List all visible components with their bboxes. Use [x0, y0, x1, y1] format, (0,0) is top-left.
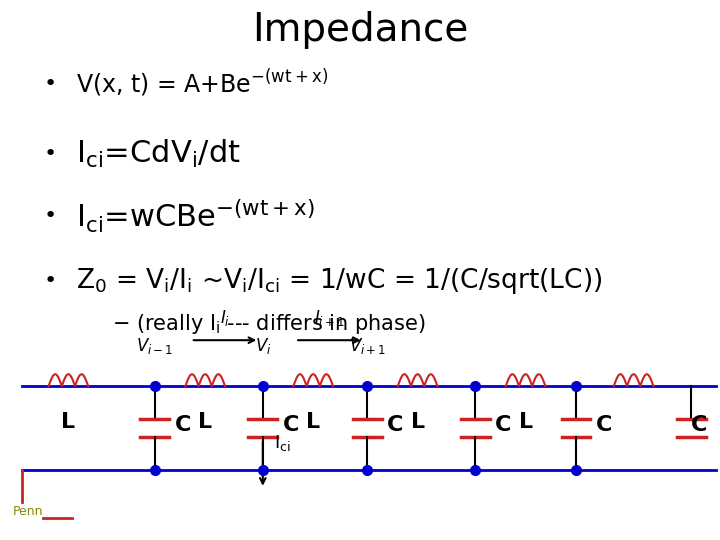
Text: $V_{i+1}$: $V_{i+1}$	[348, 336, 386, 356]
Text: Penn: Penn	[13, 505, 43, 518]
Text: •: •	[43, 73, 56, 94]
Text: $V_{i-1}$: $V_{i-1}$	[136, 336, 174, 356]
Text: C: C	[596, 415, 613, 435]
Text: •: •	[43, 144, 56, 164]
Text: L: L	[518, 412, 533, 432]
Text: C: C	[691, 415, 708, 435]
Text: I$_{\mathregular{ci}}$=wCBe$^{\mathregular{-(wt+x)}}$: I$_{\mathregular{ci}}$=wCBe$^{\mathregul…	[76, 198, 315, 234]
Text: $V_i$: $V_i$	[255, 336, 271, 356]
Text: I$_{\mathregular{ci}}$: I$_{\mathregular{ci}}$	[274, 433, 290, 454]
Text: L: L	[410, 412, 425, 432]
Text: C: C	[495, 415, 512, 435]
Text: $I_i$: $I_i$	[220, 308, 230, 328]
Text: I$_{\mathregular{ci}}$=CdV$_{\mathregular{i}}$/dt: I$_{\mathregular{ci}}$=CdV$_{\mathregula…	[76, 138, 240, 170]
Text: V(x, t) = A+Be$^{\mathregular{-(wt+x)}}$: V(x, t) = A+Be$^{\mathregular{-(wt+x)}}$	[76, 68, 328, 99]
Text: C: C	[387, 415, 404, 435]
Text: L: L	[61, 412, 76, 432]
Text: C: C	[175, 415, 192, 435]
Text: •: •	[43, 271, 56, 291]
Text: Impedance: Impedance	[252, 11, 468, 49]
Text: $-$ (really I$_{\mathregular{i}}$ --- differs in phase): $-$ (really I$_{\mathregular{i}}$ --- di…	[112, 312, 426, 336]
Text: Z$_{\mathregular{0}}$ = V$_{\mathregular{i}}$/I$_{\mathregular{i}}$ ~V$_{\mathre: Z$_{\mathregular{0}}$ = V$_{\mathregular…	[76, 266, 602, 296]
Text: •: •	[43, 206, 56, 226]
Text: L: L	[198, 412, 212, 432]
Text: $I_{i+1}$: $I_{i+1}$	[314, 308, 345, 328]
Text: C: C	[283, 415, 300, 435]
Text: L: L	[306, 412, 320, 432]
